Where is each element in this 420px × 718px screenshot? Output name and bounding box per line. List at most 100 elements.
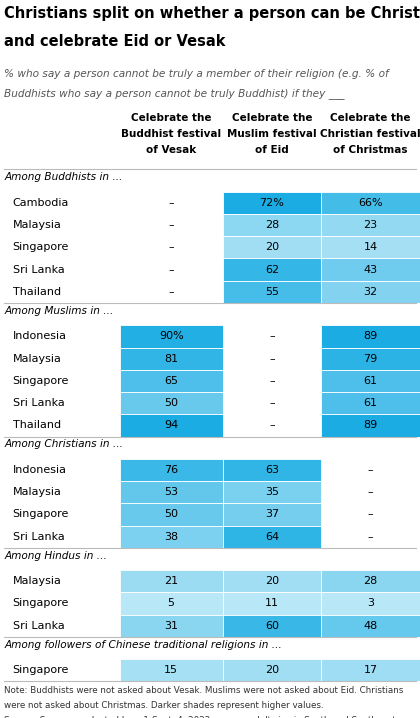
Text: 15: 15 [164,666,178,675]
Text: –: – [368,510,373,519]
Text: 53: 53 [164,488,178,497]
Text: Christian festival: Christian festival [320,129,420,139]
Text: Among Hindus in ...: Among Hindus in ... [4,551,107,561]
Text: 14: 14 [364,243,378,252]
Text: 61: 61 [364,398,378,408]
Text: of Vesak: of Vesak [146,145,196,155]
Text: of Christmas: of Christmas [333,145,408,155]
FancyBboxPatch shape [321,570,420,592]
FancyBboxPatch shape [321,281,420,303]
Text: 90%: 90% [159,332,184,341]
Text: Malaysia: Malaysia [13,220,61,230]
FancyBboxPatch shape [120,392,223,414]
FancyBboxPatch shape [120,325,223,348]
FancyBboxPatch shape [321,214,420,236]
Text: 81: 81 [164,354,178,363]
Text: 66%: 66% [358,198,383,208]
Text: Celebrate the: Celebrate the [232,113,312,123]
FancyBboxPatch shape [321,414,420,437]
Text: 48: 48 [364,621,378,630]
Text: Source: Survey conducted June 1-Sept. 4, 2022, among adults in six South and Sou: Source: Survey conducted June 1-Sept. 4,… [4,716,396,718]
FancyBboxPatch shape [120,459,223,481]
FancyBboxPatch shape [223,570,321,592]
Text: Sri Lanka: Sri Lanka [13,265,64,274]
Text: 32: 32 [364,287,378,297]
FancyBboxPatch shape [120,481,223,503]
Text: Among Buddhists in ...: Among Buddhists in ... [4,172,123,182]
Text: of Eid: of Eid [255,145,289,155]
Text: Indonesia: Indonesia [13,332,67,341]
Text: Cambodia: Cambodia [13,198,69,208]
Text: 20: 20 [265,243,279,252]
FancyBboxPatch shape [120,592,223,615]
Text: 17: 17 [364,666,378,675]
Text: 31: 31 [164,621,178,630]
Text: 64: 64 [265,532,279,541]
Text: Christians split on whether a person can be Christian: Christians split on whether a person can… [4,6,420,21]
FancyBboxPatch shape [223,592,321,615]
Text: –: – [168,198,174,208]
Text: 11: 11 [265,599,279,608]
Text: were not asked about Christmas. Darker shades represent higher values.: were not asked about Christmas. Darker s… [4,701,324,710]
FancyBboxPatch shape [223,281,321,303]
Text: 61: 61 [364,376,378,386]
FancyBboxPatch shape [223,459,321,481]
FancyBboxPatch shape [321,348,420,370]
FancyBboxPatch shape [120,526,223,548]
Text: Among Christians in ...: Among Christians in ... [4,439,123,449]
Text: % who say a person cannot be truly a member of their religion (e.g. % of: % who say a person cannot be truly a mem… [4,69,389,79]
Text: Sri Lanka: Sri Lanka [13,398,64,408]
FancyBboxPatch shape [321,659,420,681]
Text: 28: 28 [364,577,378,586]
Text: –: – [269,398,275,408]
FancyBboxPatch shape [321,325,420,348]
FancyBboxPatch shape [120,615,223,637]
Text: 89: 89 [364,332,378,341]
FancyBboxPatch shape [223,659,321,681]
Text: –: – [168,243,174,252]
Text: Note: Buddhists were not asked about Vesak. Muslims were not asked about Eid. Ch: Note: Buddhists were not asked about Ves… [4,686,404,695]
Text: –: – [368,532,373,541]
FancyBboxPatch shape [223,526,321,548]
Text: 50: 50 [164,510,178,519]
FancyBboxPatch shape [223,192,321,214]
Text: 50: 50 [164,398,178,408]
Text: 3: 3 [367,599,374,608]
Text: Singapore: Singapore [13,666,69,675]
FancyBboxPatch shape [223,615,321,637]
FancyBboxPatch shape [321,592,420,615]
Text: –: – [368,488,373,497]
Text: Thailand: Thailand [13,287,61,297]
Text: and celebrate Eid or Vesak: and celebrate Eid or Vesak [4,34,226,50]
Text: 60: 60 [265,621,279,630]
FancyBboxPatch shape [120,370,223,392]
FancyBboxPatch shape [223,258,321,281]
Text: 5: 5 [168,599,175,608]
Text: 37: 37 [265,510,279,519]
Text: Buddhist festival: Buddhist festival [121,129,221,139]
Text: 76: 76 [164,465,178,475]
Text: Celebrate the: Celebrate the [131,113,211,123]
Text: 55: 55 [265,287,279,297]
Text: Malaysia: Malaysia [13,577,61,586]
FancyBboxPatch shape [120,503,223,526]
Text: Muslim festival: Muslim festival [227,129,317,139]
FancyBboxPatch shape [120,659,223,681]
FancyBboxPatch shape [223,236,321,258]
Text: Malaysia: Malaysia [13,488,61,497]
FancyBboxPatch shape [321,370,420,392]
Text: Sri Lanka: Sri Lanka [13,532,64,541]
Text: Malaysia: Malaysia [13,354,61,363]
Text: Sri Lanka: Sri Lanka [13,621,64,630]
Text: 21: 21 [164,577,178,586]
Text: 28: 28 [265,220,279,230]
Text: Among Muslims in ...: Among Muslims in ... [4,306,113,316]
Text: 63: 63 [265,465,279,475]
FancyBboxPatch shape [223,214,321,236]
Text: –: – [168,265,174,274]
Text: 65: 65 [164,376,178,386]
Text: –: – [269,376,275,386]
Text: –: – [168,287,174,297]
Text: 38: 38 [164,532,178,541]
Text: 72%: 72% [260,198,284,208]
